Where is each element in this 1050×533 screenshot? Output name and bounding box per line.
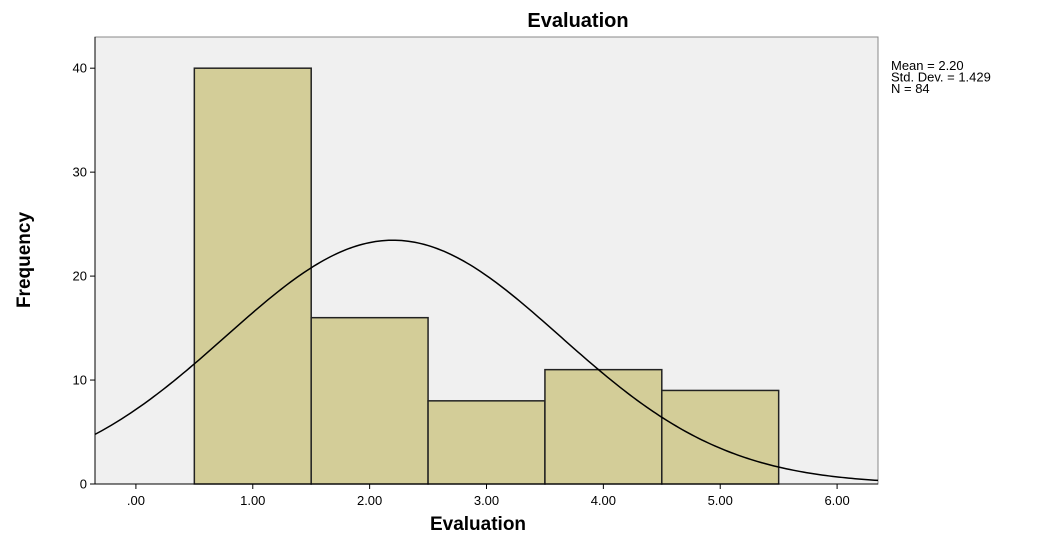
x-tick-label: .00	[127, 493, 145, 508]
y-tick-label: 0	[80, 477, 87, 492]
x-tick-label: 2.00	[357, 493, 382, 508]
y-axis: 0 10 20 30 40	[73, 37, 96, 492]
stats-line: Mean = 2.20	[891, 58, 964, 73]
stats-line: Std. Dev. = 1.429	[891, 70, 991, 85]
y-axis-label: Frequency	[14, 212, 35, 309]
histogram-bar-3	[427, 400, 546, 485]
y-tick-label: 20	[73, 269, 87, 284]
x-tick-label: 4.00	[591, 493, 616, 508]
y-tick-label: 30	[73, 165, 87, 180]
x-axis-label: Evaluation	[430, 514, 526, 533]
normal-curve	[94, 239, 879, 482]
x-tick-label: 6.00	[824, 493, 849, 508]
histogram-bar-2	[310, 316, 429, 485]
stats-line: N = 84	[891, 81, 930, 96]
histogram-bar-4	[544, 368, 663, 485]
x-tick-label: 1.00	[240, 493, 265, 508]
histogram-bar-5	[661, 389, 780, 485]
histogram-bar-1	[193, 67, 312, 485]
bars-group	[193, 67, 780, 485]
x-axis: .00 1.00 2.00 3.00 4.00 5.00 6.00	[95, 483, 878, 508]
y-tick-label: 40	[73, 61, 87, 76]
y-tick-label: 10	[73, 373, 87, 388]
x-tick-label: 5.00	[708, 493, 733, 508]
x-tick-label: 3.00	[474, 493, 499, 508]
chart-title: Evaluation	[527, 10, 628, 32]
